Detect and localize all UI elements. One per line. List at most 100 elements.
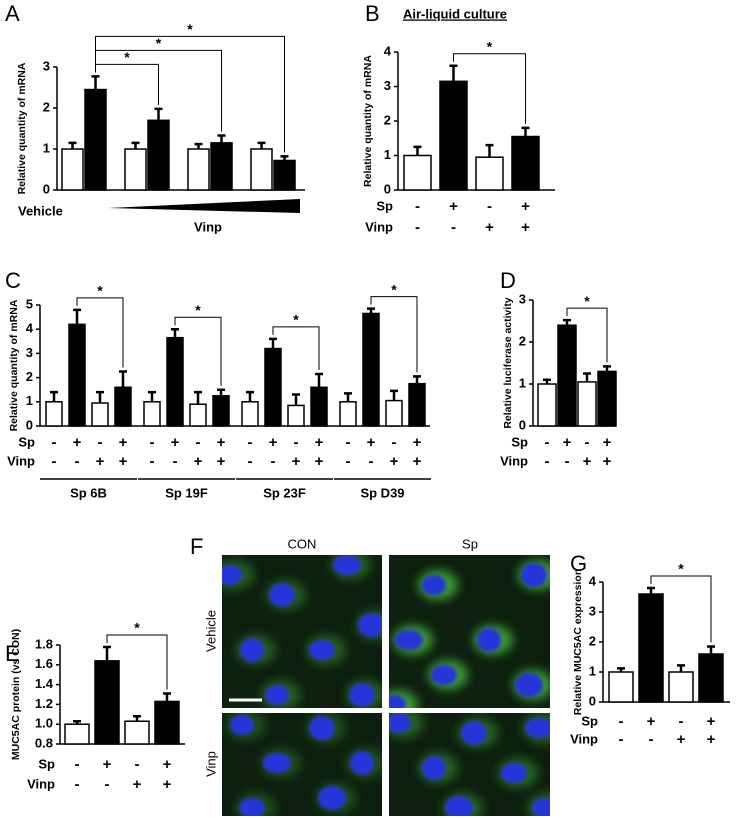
panel-label: F — [190, 534, 203, 559]
error-bar — [367, 307, 375, 314]
significance-bracket — [650, 575, 712, 643]
error-bar — [485, 143, 494, 158]
bar — [537, 383, 557, 427]
error-bar — [315, 372, 323, 388]
y-tick-label: 1 — [26, 393, 33, 408]
condition-sign: - — [619, 731, 624, 748]
significance-label: * — [97, 283, 103, 299]
condition-sign: - — [585, 434, 590, 451]
cell-nucleus — [461, 721, 487, 745]
bar — [439, 80, 468, 191]
micrographs — [222, 555, 550, 816]
group-label: Sp 23F — [263, 485, 306, 500]
bar — [166, 336, 184, 427]
y-tick-label: 2 — [589, 633, 596, 648]
condition-sign: - — [346, 434, 351, 451]
y-tick-label: 3 — [26, 345, 33, 360]
condition-sign: - — [294, 434, 299, 451]
bar — [362, 312, 380, 427]
significance-bracket — [272, 326, 320, 370]
cell-nucleus — [422, 756, 446, 780]
error-bar — [103, 645, 111, 661]
significance-label: * — [134, 620, 140, 636]
bar — [408, 382, 426, 427]
micrograph — [222, 713, 382, 816]
panel-label: G — [570, 551, 587, 576]
condition-sign: - — [150, 434, 155, 451]
y-tick-label: 1.2 — [35, 696, 53, 711]
error-bar — [344, 392, 352, 402]
cell-nucleus — [240, 638, 264, 662]
cell-nucleus — [239, 798, 265, 816]
bar — [241, 401, 259, 427]
significance-label: * — [187, 21, 193, 37]
y-tick-label: 1.0 — [35, 716, 53, 731]
error-bar — [390, 389, 398, 401]
y-tick-label: 2 — [519, 333, 526, 348]
bar — [91, 402, 109, 427]
error-bar — [171, 327, 179, 338]
condition-sign: - — [545, 453, 550, 470]
y-tick-label: 0 — [519, 417, 526, 432]
condition-sign: - — [52, 453, 57, 470]
cell-nucleus — [389, 695, 406, 708]
condition-sign: + — [315, 453, 324, 470]
condition-sign: - — [75, 756, 80, 773]
condition-sign: + — [707, 731, 716, 748]
condition-sign: + — [269, 434, 278, 451]
condition-sign: + — [119, 434, 128, 451]
condition-sign: + — [390, 453, 399, 470]
condition-sign: + — [103, 756, 112, 773]
condition-sign: + — [707, 713, 716, 730]
micrograph — [222, 555, 382, 708]
bar — [475, 156, 504, 191]
significance-bracket — [76, 297, 124, 368]
error-bar — [163, 692, 171, 702]
condition-sign: - — [98, 434, 103, 451]
y-tick-label: 3 — [43, 58, 50, 73]
error-bar — [647, 586, 655, 594]
cell-nucleus — [515, 673, 543, 697]
bar — [638, 593, 664, 703]
bar — [310, 386, 328, 427]
cell-nucleus — [358, 613, 382, 637]
bar — [511, 135, 540, 191]
y-tick-label: 3 — [589, 603, 596, 618]
panel-label: C — [5, 268, 21, 293]
cell-nucleus — [222, 565, 242, 585]
error-bar — [246, 390, 254, 402]
error-bar — [413, 145, 422, 156]
bar — [68, 323, 86, 427]
x-label: Vinp — [194, 219, 222, 234]
y-tick-label: 1.6 — [35, 656, 53, 671]
error-bar — [119, 370, 127, 388]
condition-sign: - — [415, 219, 420, 236]
y-tick-label: 1.4 — [35, 676, 54, 691]
condition-sign: + — [367, 434, 376, 451]
condition-name: Vinp — [500, 453, 528, 468]
y-axis-label: Relative quantity of mRNA — [8, 299, 20, 431]
cell-nucleus — [309, 716, 335, 740]
column-label: Sp — [462, 536, 478, 551]
y-axis-label: Relative luciferase activity — [502, 297, 514, 428]
y-tick-label: 2 — [384, 112, 391, 127]
error-bar — [217, 388, 225, 396]
significance-bracket — [566, 307, 608, 363]
condition-sign: - — [271, 453, 276, 470]
y-axis-label: MUC5AC protein (vs CON) — [10, 629, 22, 760]
y-tick-label: 1.8 — [35, 636, 53, 651]
condition-sign: - — [679, 713, 684, 730]
cell-nucleus — [269, 583, 295, 607]
panel-label: A — [5, 1, 20, 26]
y-tick-label: 3 — [519, 291, 526, 306]
cell-nucleus — [477, 628, 501, 652]
cell-nucleus — [230, 715, 254, 735]
condition-sign: - — [369, 453, 374, 470]
error-bar — [292, 393, 300, 406]
bar — [668, 671, 694, 703]
condition-sign: + — [73, 434, 82, 451]
bar — [64, 723, 90, 745]
bar — [61, 148, 84, 191]
bar — [45, 401, 63, 427]
error-bar — [449, 64, 458, 82]
